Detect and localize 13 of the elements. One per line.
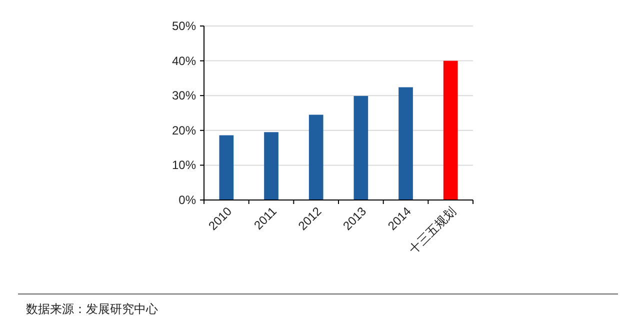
- bar: [398, 87, 413, 200]
- y-tick-label: 50%: [172, 19, 196, 33]
- bar: [443, 60, 458, 200]
- bar: [264, 132, 278, 200]
- y-tick-label: 20%: [172, 123, 196, 138]
- y-tick-label: 40%: [172, 54, 196, 68]
- bar: [308, 114, 324, 200]
- y-tick-label: 0%: [178, 193, 196, 207]
- y-tick-label: 10%: [172, 158, 196, 172]
- bar: [219, 135, 234, 200]
- y-tick-label: 30%: [172, 88, 196, 103]
- bar: [354, 96, 368, 200]
- source-note: 数据来源：发展研究中心: [26, 302, 158, 316]
